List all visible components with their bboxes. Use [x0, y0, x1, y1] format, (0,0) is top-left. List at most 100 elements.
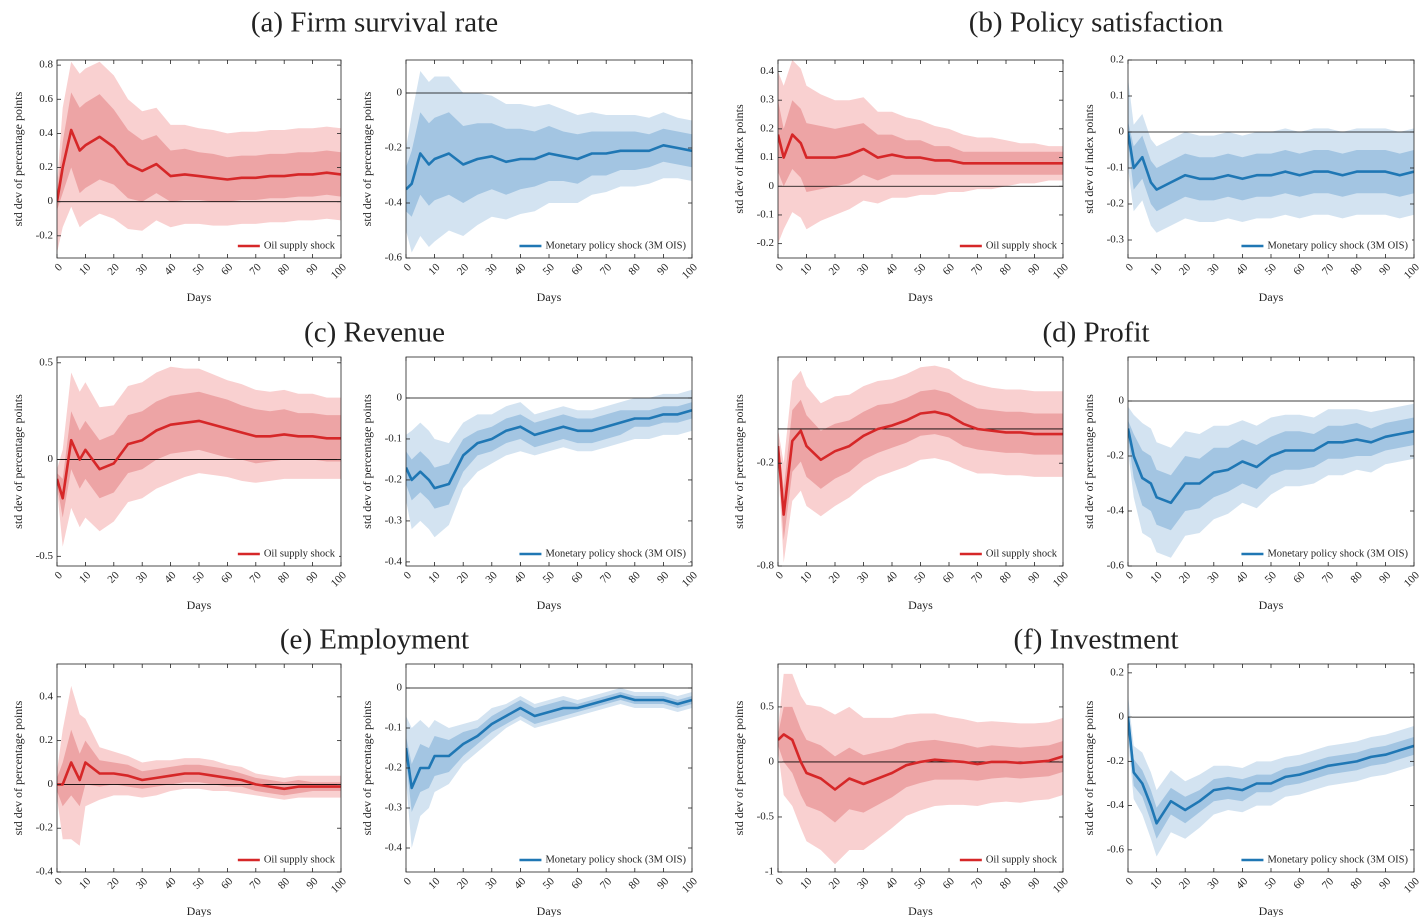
legend-box — [955, 238, 1061, 254]
series-line — [406, 144, 692, 191]
legend-box — [955, 852, 1061, 868]
x-tick-label: 90 — [1026, 875, 1043, 892]
confidence-band — [1128, 121, 1414, 212]
x-axis-label: Days — [908, 904, 933, 917]
legend: Oil supply shock — [233, 546, 339, 562]
plot-area — [1128, 695, 1414, 857]
y-tick-label: -0.2 — [385, 762, 402, 774]
x-tick-label: 80 — [998, 569, 1015, 586]
x-tick-label: 90 — [655, 875, 672, 892]
y-tick-label: 0 — [48, 778, 54, 790]
subplot: -0.5 0 0.5 0 10 20 30 40 50 60 70 80 90 100 Days std de… — [11, 356, 350, 611]
x-tick-label: 10 — [798, 875, 815, 892]
y-axis-label: std dev of percentage points — [11, 91, 25, 226]
x-tick-label: 10 — [426, 569, 443, 586]
x-tick-label: 100 — [329, 875, 350, 896]
y-axis-label: std dev of index points — [732, 104, 746, 214]
x-tick-label: 70 — [247, 261, 264, 278]
series-line — [57, 419, 341, 500]
series-line — [1128, 428, 1414, 505]
y-tick-label: -0.3 — [1107, 234, 1125, 246]
y-tick-label: 0.1 — [1110, 90, 1124, 102]
x-tick-label: 50 — [191, 569, 208, 586]
x-tick-label: 60 — [219, 569, 236, 586]
x-tick-label: 50 — [1263, 261, 1280, 278]
x-tick-label: 100 — [1402, 569, 1420, 590]
x-tick-label: 60 — [569, 261, 586, 278]
series-line — [406, 409, 692, 490]
x-tick-label: 80 — [1348, 875, 1365, 892]
y-tick-label: -0.6 — [1107, 560, 1125, 572]
y-tick-label: 0.5 — [760, 700, 774, 712]
subplot: -0.8 -0.2 0 10 20 30 40 50 60 70 80 90 100 Days std de… — [732, 356, 1071, 612]
legend-box — [955, 546, 1061, 562]
x-tick-label: 0 — [1124, 261, 1137, 274]
plot-area — [1128, 400, 1414, 558]
x-tick-label: 40 — [162, 875, 179, 892]
legend: Oil supply shock — [233, 238, 339, 254]
x-axis-label: Days — [537, 904, 562, 917]
x-tick-label: 30 — [855, 261, 872, 278]
y-tick-label: 0 — [769, 755, 775, 767]
legend-box — [1237, 546, 1412, 562]
x-tick-label: 30 — [134, 261, 151, 278]
y-tick-label: -0.5 — [36, 550, 54, 562]
x-tick-label: 0 — [774, 875, 787, 888]
x-tick-label: 0 — [1124, 569, 1137, 582]
x-tick-label: 50 — [912, 875, 929, 892]
x-tick-label: 70 — [1320, 875, 1337, 892]
x-axis-label: Days — [187, 290, 212, 304]
x-tick-label: 10 — [426, 875, 443, 892]
x-tick-label: 20 — [1177, 569, 1194, 586]
x-tick-label: 80 — [276, 569, 293, 586]
y-axis-label: std dev of percentage points — [732, 700, 746, 835]
x-tick-label: 40 — [162, 261, 179, 278]
y-tick-label: 0.4 — [39, 690, 53, 702]
y-tick-label: -0.4 — [36, 866, 54, 878]
y-tick-label: -0.6 — [1107, 843, 1125, 855]
x-tick-label: 70 — [247, 569, 264, 586]
series-line — [406, 694, 692, 790]
legend-label: Monetary policy shock (3M OIS) — [1267, 240, 1408, 251]
x-tick-label: 60 — [1291, 569, 1308, 586]
plot-area — [406, 687, 692, 848]
plot-area — [57, 685, 341, 846]
y-tick-label: 0 — [769, 180, 775, 192]
x-tick-label: 70 — [247, 875, 264, 892]
legend-box — [233, 546, 339, 562]
x-axis-label: Days — [187, 904, 212, 917]
y-tick-label: -0.8 — [757, 560, 775, 572]
x-tick-label: 90 — [1377, 875, 1394, 892]
x-tick-label: 30 — [483, 569, 500, 586]
x-tick-label: 70 — [598, 569, 615, 586]
plot-area — [406, 389, 692, 538]
legend: Monetary policy shock (3M OIS) — [1237, 546, 1412, 562]
plot-area — [57, 366, 341, 547]
y-tick-label: 0.2 — [1110, 54, 1124, 66]
legend: Monetary policy shock (3M OIS) — [515, 546, 690, 562]
legend-label: Oil supply shock — [986, 548, 1058, 559]
legend: Oil supply shock — [233, 852, 339, 868]
x-tick-label: 50 — [191, 875, 208, 892]
y-tick-label: -0.1 — [1107, 162, 1124, 174]
legend-label: Monetary policy shock (3M OIS) — [545, 240, 686, 251]
x-tick-label: 20 — [105, 261, 122, 278]
panel-title: (a) Firm survival rate — [251, 7, 498, 39]
x-tick-label: 0 — [402, 875, 415, 888]
y-tick-label: -0.6 — [385, 252, 403, 264]
series-line — [778, 733, 1063, 791]
panel-title: (b) Policy satisfaction — [969, 7, 1224, 39]
x-tick-label: 20 — [827, 569, 844, 586]
subplot: -0.4 -0.3 -0.2 -0.1 0 0 10 20 30 40 50 60 70 80 90 100 D… — [360, 356, 700, 612]
plot-area — [778, 60, 1063, 244]
y-tick-label: -0.3 — [385, 802, 403, 814]
y-tick-label: 0.2 — [39, 734, 53, 746]
y-tick-label: -0.2 — [757, 237, 774, 249]
y-tick-label: -0.4 — [385, 555, 403, 567]
y-axis-label: std dev of percentage points — [360, 91, 374, 226]
x-tick-label: 40 — [512, 875, 529, 892]
legend-label: Oil supply shock — [986, 240, 1058, 251]
series-line — [778, 410, 1063, 516]
legend: Monetary policy shock (3M OIS) — [515, 238, 690, 254]
